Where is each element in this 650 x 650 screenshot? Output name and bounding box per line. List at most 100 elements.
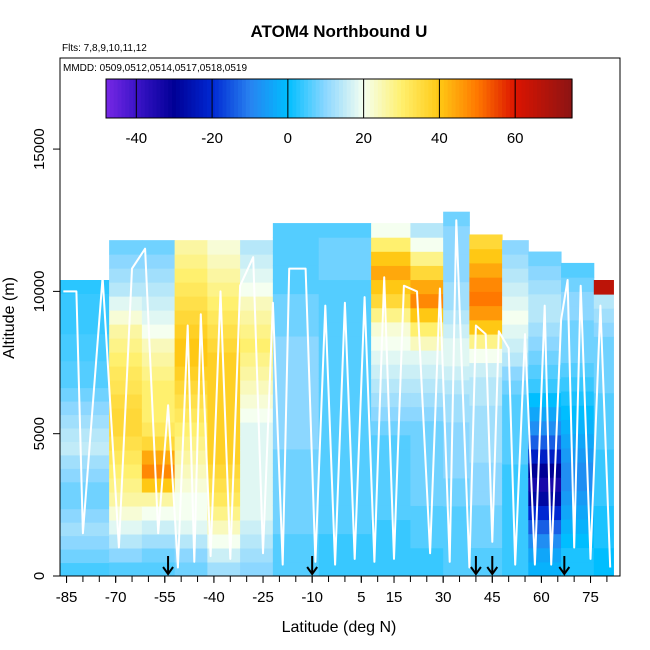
heatmap-cell — [141, 548, 176, 563]
heatmap-cell — [109, 478, 143, 493]
heatmap-cell — [528, 547, 562, 563]
heatmap-cell — [60, 320, 110, 335]
heatmap-cell — [207, 436, 241, 451]
heatmap-cell — [141, 338, 176, 353]
colorbar-swatch — [377, 79, 383, 118]
colorbar-swatch — [125, 79, 130, 118]
colorbar-swatch — [210, 79, 216, 118]
heatmap-cell — [469, 391, 503, 406]
heatmap-cell — [318, 265, 372, 281]
x-tick-label: 75 — [582, 589, 599, 606]
heatmap-cell — [371, 505, 411, 521]
heatmap-cell — [561, 490, 595, 506]
colorbar-swatch — [164, 79, 169, 118]
heatmap-cell — [318, 533, 372, 549]
colorbar-swatch — [113, 79, 119, 118]
heatmap-cell — [528, 392, 562, 408]
colorbar-swatch — [544, 79, 550, 118]
colorbar-swatch — [552, 79, 558, 118]
colorbar-swatch — [206, 79, 212, 118]
heatmap-cell — [593, 435, 614, 450]
heatmap-cell — [60, 441, 110, 456]
heatmap-cell — [561, 561, 595, 577]
heatmap-cell — [469, 476, 503, 492]
heatmap-cell — [502, 422, 529, 437]
heatmap-cell — [371, 519, 411, 535]
heatmap-cell — [141, 324, 176, 339]
heatmap-cell — [60, 387, 110, 402]
heatmap-cell — [207, 352, 241, 367]
colorbar-swatch — [179, 79, 185, 118]
heatmap-cell — [443, 519, 470, 535]
arrow-head — [558, 566, 571, 576]
heatmap-cell — [469, 262, 503, 278]
heatmap-cell — [174, 548, 208, 563]
heatmap-cell — [174, 562, 208, 577]
heatmap-cell — [371, 223, 411, 238]
y-tick-label: 15000 — [31, 128, 48, 170]
heatmap-cell — [469, 561, 503, 577]
heatmap-cell — [528, 350, 562, 365]
heatmap-cell — [174, 394, 208, 409]
heatmap-cell — [272, 293, 320, 309]
colorbar-swatch — [408, 79, 414, 118]
heatmap-cell — [502, 310, 529, 325]
heatmap-cell — [528, 434, 562, 450]
colorbar-swatch — [300, 79, 305, 118]
colorbar-swatch — [121, 79, 127, 118]
heatmap-cell — [60, 562, 110, 577]
heatmap-cell — [141, 296, 176, 311]
heatmap-cell — [502, 520, 529, 535]
heatmap-cell — [207, 268, 241, 283]
colorbar-swatch — [106, 79, 111, 118]
heatmap-cell — [207, 338, 241, 353]
heatmap-cell — [60, 481, 110, 496]
colorbar-swatch — [354, 79, 360, 118]
heatmap-cell — [561, 291, 595, 307]
heatmap-cell — [240, 436, 274, 451]
heatmap-cell — [371, 561, 411, 577]
heatmap-cell — [272, 561, 320, 577]
heatmap-cell — [443, 211, 470, 227]
heatmap-cell — [561, 334, 595, 349]
colorbar-swatch — [129, 79, 134, 118]
heatmap-cell — [240, 520, 274, 535]
heatmap-cell — [371, 307, 411, 323]
heatmap-cell — [561, 547, 595, 563]
colorbar-swatch — [533, 79, 538, 118]
heatmap-cell — [528, 378, 562, 394]
heatmap-cell — [141, 450, 176, 465]
heatmap-cell — [443, 295, 470, 311]
heatmap-cell — [469, 319, 503, 335]
plot-frame — [59, 57, 621, 577]
heatmap-cell — [443, 309, 470, 325]
colorbar-swatch — [152, 79, 158, 118]
heatmap-cell — [109, 548, 143, 563]
colorbar-swatch — [498, 79, 503, 118]
heatmap-cell — [174, 240, 208, 255]
heatmap-cell — [141, 380, 176, 395]
x-axis: -85 -70 -55 -40 -25 -10 5 15 30 45 60 75 — [56, 576, 608, 606]
colorbar-swatch — [148, 79, 154, 118]
heatmap-cell — [240, 254, 274, 269]
heatmap-cell — [141, 310, 176, 325]
heatmap-cell — [469, 547, 503, 563]
heatmap-cell — [528, 477, 562, 492]
heatmap-cell — [109, 352, 143, 367]
colorbar-swatch — [245, 79, 251, 118]
heatmap-cell — [141, 464, 176, 479]
colorbar-swatch — [494, 79, 499, 118]
heatmap-cell — [561, 447, 595, 463]
heatmap-cell — [318, 251, 372, 266]
heatmap-cell — [318, 477, 372, 492]
x-tick-label: -55 — [154, 589, 176, 606]
heatmap-cell — [443, 323, 470, 339]
heatmap-cell — [109, 310, 143, 325]
colorbar-swatch — [564, 79, 569, 118]
heatmap-cell — [593, 505, 614, 521]
heatmap-cell — [561, 277, 595, 292]
heatmap-cell — [109, 492, 143, 507]
heatmap-cell — [593, 561, 614, 577]
flight-track — [63, 219, 612, 569]
